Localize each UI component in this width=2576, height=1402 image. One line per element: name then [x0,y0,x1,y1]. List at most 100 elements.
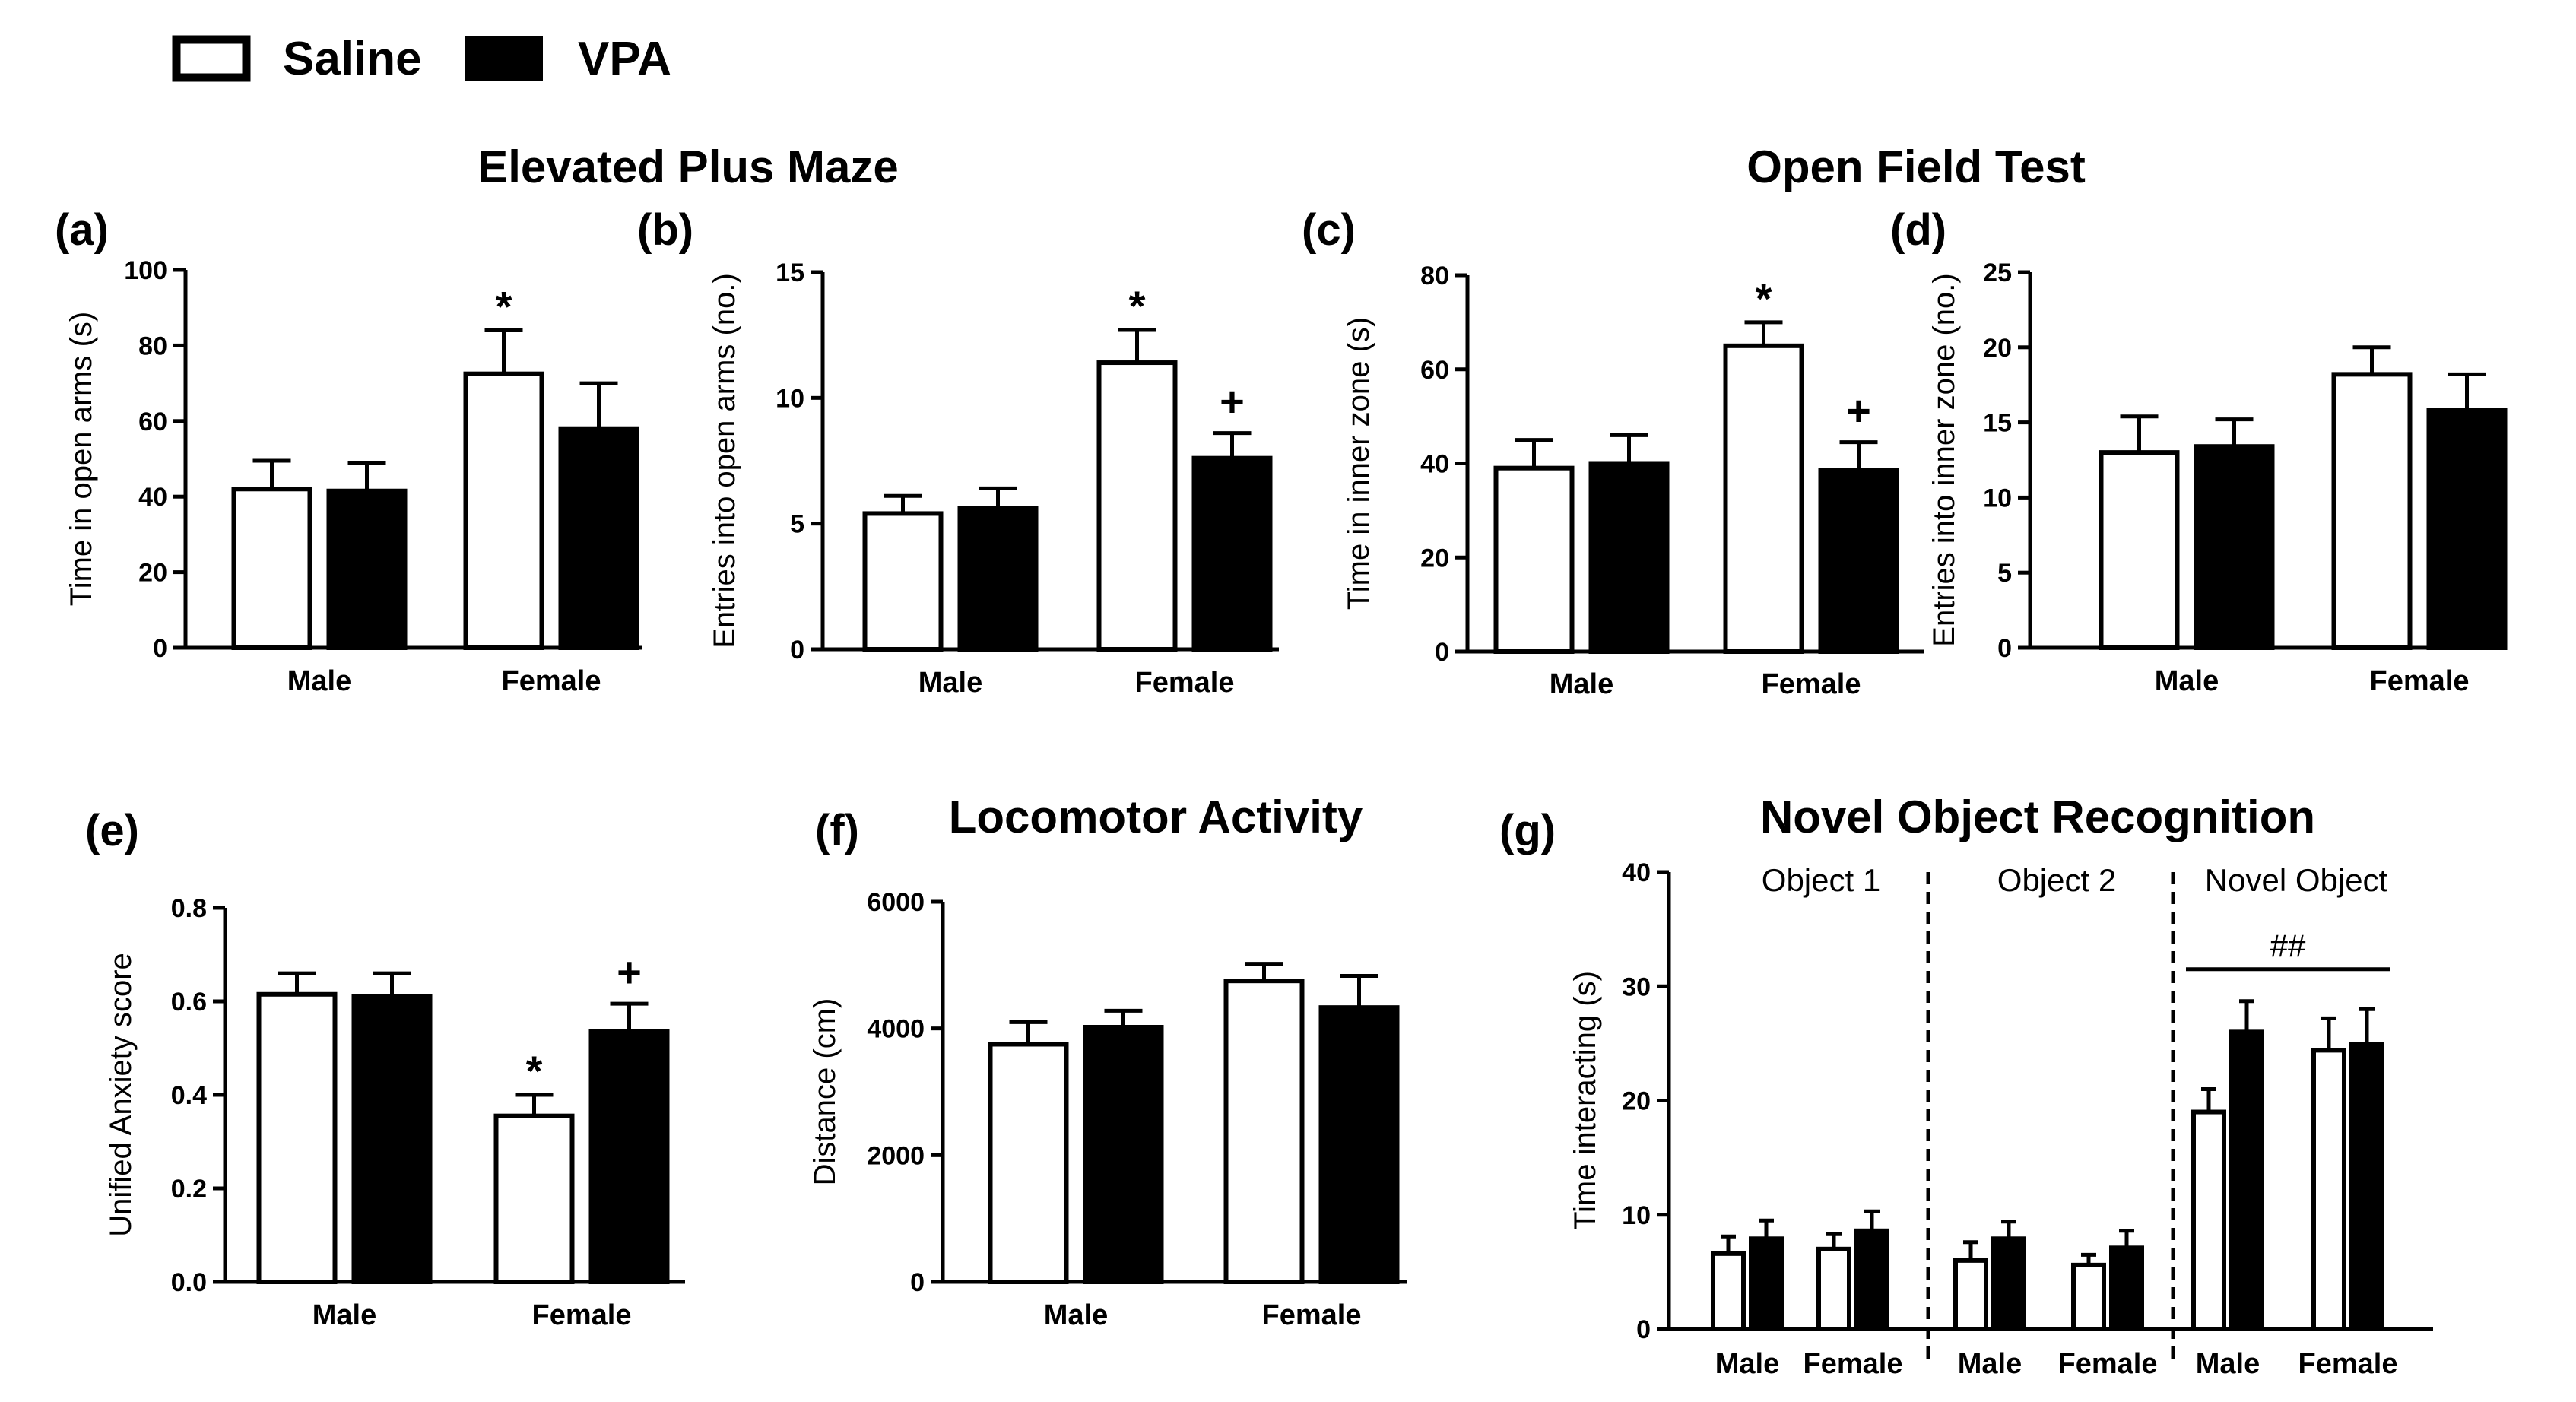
y-tick-label-d: 20 [1983,334,2012,363]
y-tick-label-d: 5 [1997,559,2012,588]
x-category-label-b: Female [1135,667,1235,699]
bar-a-vpa [326,488,408,650]
x-category-label-g: Male [2196,1348,2260,1380]
y-axis-label-e: Unified Anxiety score [104,953,138,1237]
bar-e-saline [493,1113,575,1285]
bar-c-saline [1493,465,1575,654]
x-category-label-g: Female [1804,1348,1903,1380]
y-tick-label-c: 60 [1420,356,1449,385]
bar-g-vpa [2349,1042,2384,1331]
y-tick-label-f: 2000 [867,1141,925,1170]
y-tick-label-a: 60 [138,408,167,436]
y-tick-label-f: 4000 [867,1015,925,1044]
significance-marker-b: + [1220,378,1245,426]
panel-label-f: (f) [815,806,859,855]
bar-c-vpa [1588,461,1670,654]
bar-a-saline [463,371,544,650]
panel-c-time-in-inner-zone: 0 20 40 60 80 Time in inner zone (s) Male Femal… [1342,262,1924,700]
heading-locomotor-activity: Locomotor Activity [949,791,1363,842]
bar-g-vpa [2229,1029,2264,1331]
y-tick-label-d: 10 [1983,484,2012,512]
panel-label-c: (c) [1302,205,1356,255]
x-category-label-a: Female [502,665,601,697]
y-axis-label-g: Time interacting (s) [1569,971,1602,1230]
bar-c-vpa [1818,468,1899,654]
bar-a-saline [231,487,312,651]
x-category-label-d: Female [2370,665,2470,697]
legend-vpa-swatch [465,36,543,81]
bar-e-vpa [588,1029,670,1284]
y-tick-label-e: 0.6 [171,988,207,1017]
group-label-g: Object 1 [1762,862,1880,898]
x-category-label-g: Female [2298,1348,2398,1380]
y-tick-label-c: 40 [1420,450,1449,479]
panel-e-unified-anxiety-score: 0.0 0.2 0.4 0.6 0.8 Unified Anxiety score Male… [104,894,685,1331]
significance-marker-b: * [1129,282,1146,330]
bar-d-saline [2099,450,2180,650]
panel-f-distance: 0 2000 4000 6000 Distance (cm) Male Female [808,888,1407,1331]
heading-open-field-test: Open Field Test [1746,141,2086,192]
panel-d-entries-into-inner-zone: 0 5 10 15 20 25 Entries into inner zone (no.) M… [1927,259,2508,697]
y-tick-label-a: 80 [138,331,167,360]
y-axis-label-d: Entries into inner zone (no.) [1927,273,1961,646]
bar-d-vpa [2194,444,2275,650]
bar-f-saline [988,1042,1069,1284]
bar-g-saline [1816,1246,1851,1331]
bar-g-saline [2191,1109,2226,1332]
y-tick-label-g: 0 [1636,1315,1651,1344]
bar-d-saline [2331,372,2413,650]
bar-g-vpa [2109,1245,2144,1332]
y-tick-label-d: 0 [1997,634,2012,663]
y-tick-label-c: 20 [1420,544,1449,573]
panel-label-d: (d) [1890,205,1946,255]
x-category-label-c: Female [1762,668,1861,700]
x-category-label-d: Male [2155,665,2219,697]
significance-marker-a: * [496,283,512,331]
y-tick-label-c: 0 [1435,638,1449,667]
bar-g-saline [2311,1048,2346,1331]
panel-label-g: (g) [1499,806,1556,855]
y-tick-label-g: 20 [1622,1087,1651,1116]
panel-label-b: (b) [637,205,693,255]
bar-e-vpa [351,994,433,1284]
bar-b-vpa [957,506,1039,652]
y-tick-label-g: 30 [1622,972,1651,1001]
bar-f-saline [1223,979,1305,1284]
x-category-label-f: Female [1262,1299,1362,1331]
y-tick-label-b: 15 [776,259,804,287]
y-tick-label-e: 0.0 [171,1268,207,1297]
legend-saline-label: Saline [283,33,422,85]
y-tick-label-b: 0 [790,636,804,665]
y-tick-label-b: 10 [776,384,804,413]
x-category-label-a: Male [287,665,351,697]
significance-marker-e: + [617,948,642,996]
group-label-g: Object 2 [1997,862,2116,898]
bar-e-saline [256,991,338,1285]
x-category-label-g: Male [1715,1348,1779,1380]
bar-g-saline [2071,1262,2106,1331]
bar-b-saline [1096,360,1178,652]
significance-marker-c: * [1756,274,1772,322]
heading-novel-object-recognition: Novel Object Recognition [1760,791,2315,842]
x-category-label-b: Male [918,667,982,699]
y-tick-label-a: 40 [138,483,167,512]
y-tick-label-c: 80 [1420,262,1449,290]
y-tick-label-e: 0.8 [171,894,207,923]
x-category-label-c: Male [1550,668,1613,700]
significance-marker-g: ## [2270,928,2306,964]
bar-f-vpa [1083,1025,1164,1284]
y-axis-label-a: Time in open arms (s) [65,312,98,607]
y-tick-label-e: 0.2 [171,1175,207,1204]
y-tick-label-f: 0 [910,1268,925,1297]
y-tick-label-a: 0 [153,634,167,663]
bar-g-vpa [1854,1228,1889,1332]
bar-g-saline [1711,1251,1746,1331]
y-tick-label-g: 10 [1622,1201,1651,1230]
bar-g-vpa [1991,1236,2026,1331]
bar-d-vpa [2426,408,2508,650]
significance-marker-c: + [1846,387,1871,435]
y-tick-label-a: 100 [124,256,167,285]
y-tick-label-d: 15 [1983,409,2012,438]
panel-g-time-interacting: 0 10 20 30 40 Time interacting (s) Male Female M… [1569,858,2433,1380]
